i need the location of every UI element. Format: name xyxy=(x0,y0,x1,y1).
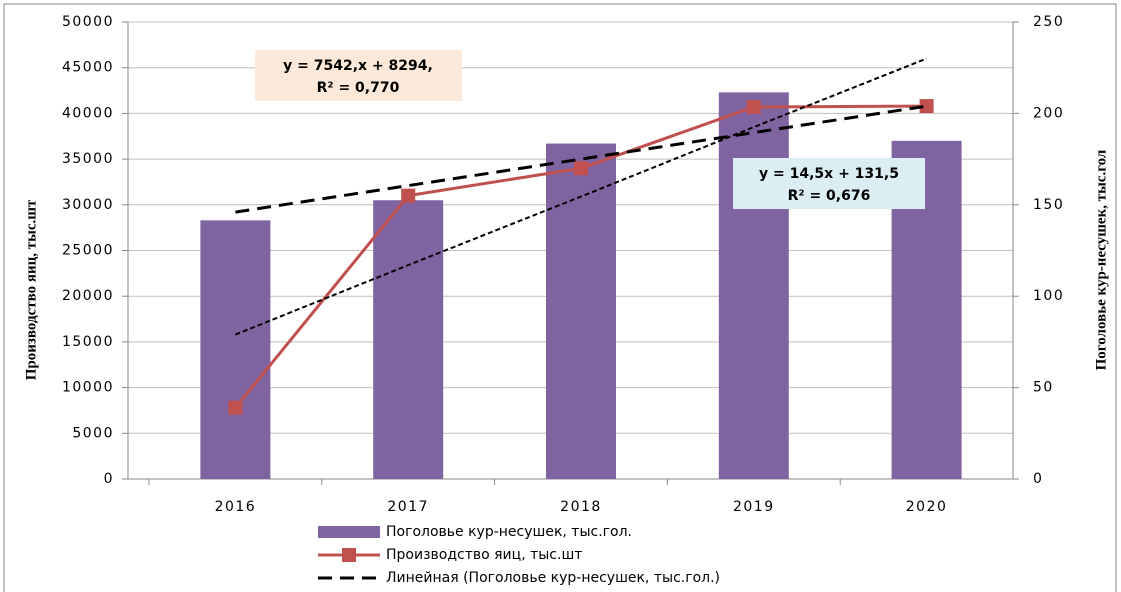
y-tick-label: 20000 xyxy=(62,288,114,304)
marker xyxy=(574,161,588,176)
y2-tick-label: 200 xyxy=(1033,105,1064,121)
y-tick-label: 15000 xyxy=(62,334,114,350)
y2-tick-label: 250 xyxy=(1033,14,1064,30)
y-tick-label: 0 xyxy=(104,471,114,487)
legend-swatch xyxy=(318,526,380,538)
line xyxy=(235,104,927,214)
annotation-box xyxy=(733,158,925,209)
annotation: R² = 0,676 xyxy=(788,188,871,204)
annotation: y = 7542,x + 8294, xyxy=(283,58,433,74)
y2-axis-title: Поголовье кур-несушек, тыс.гол xyxy=(1093,149,1109,370)
bar xyxy=(200,220,271,479)
marker xyxy=(746,100,761,115)
y-tick-label: 5000 xyxy=(72,425,114,441)
annotation: y = 14,5x + 131,5 xyxy=(759,166,899,182)
y2-tick-label: 100 xyxy=(1033,288,1064,304)
line xyxy=(235,57,927,336)
y-tick-label: 25000 xyxy=(62,243,114,259)
y2-tick-label: 50 xyxy=(1033,380,1054,396)
legend-label: Линейная (Поголовье кур-несушек, тыс.гол… xyxy=(386,570,720,586)
y-tick-label: 45000 xyxy=(62,60,114,76)
x-tick-label: 2017 xyxy=(387,499,429,515)
bar xyxy=(373,200,444,480)
y-tick-label: 30000 xyxy=(62,197,114,213)
y-tick-label: 40000 xyxy=(62,105,114,121)
x-tick-label: 2016 xyxy=(215,499,257,515)
bar xyxy=(546,143,616,479)
legend-label: Поголовье кур-несушек, тыс.гол. xyxy=(386,524,632,540)
x-tick-label: 2020 xyxy=(906,499,948,515)
plot: 0 5000 10000 15000 20000 25000 30000 35000 40000… xyxy=(62,14,1064,586)
bar xyxy=(718,92,789,480)
y2-tick-label: 150 xyxy=(1033,197,1064,213)
annotation-box xyxy=(255,50,462,101)
y-tick-label: 35000 xyxy=(62,151,114,167)
y-tick-label: 50000 xyxy=(62,14,114,30)
y2-tick-label: 0 xyxy=(1033,471,1043,487)
annotation: R² = 0,770 xyxy=(317,80,400,96)
legend-marker xyxy=(342,548,356,562)
marker xyxy=(401,188,416,203)
chart-frame xyxy=(3,3,1117,592)
legend-label: Производство яиц, тыс.шт xyxy=(386,547,582,563)
y-tick-label: 10000 xyxy=(62,380,114,396)
marker xyxy=(919,99,934,114)
marker xyxy=(228,400,243,415)
y-axis-title: Производство яиц, тыс.шт xyxy=(23,199,39,380)
x-tick-label: 2018 xyxy=(560,499,602,515)
x-tick-label: 2019 xyxy=(733,499,775,515)
